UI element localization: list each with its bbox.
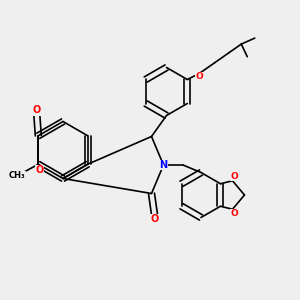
Text: O: O [36,165,44,175]
Text: O: O [230,209,238,218]
Text: O: O [195,72,203,81]
Text: O: O [33,105,41,115]
Text: O: O [230,172,238,181]
Text: N: N [159,160,168,170]
Text: CH₃: CH₃ [9,171,26,180]
Text: O: O [150,214,159,224]
